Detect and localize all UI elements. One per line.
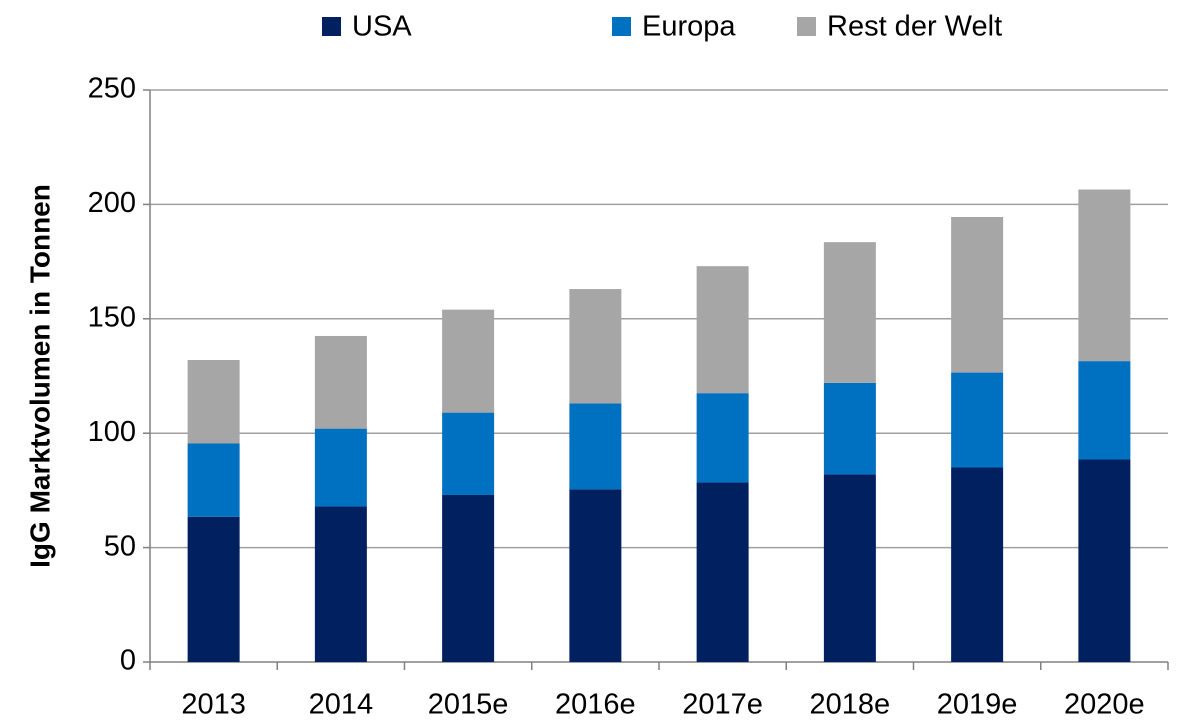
bar-segment — [1078, 459, 1131, 662]
x-tick-label: 2014 — [309, 689, 374, 721]
bar-segment — [314, 428, 367, 507]
x-tick-label: 2020e — [1064, 689, 1145, 721]
legend-label: USA — [352, 11, 412, 43]
y-tick-label: 50 — [104, 530, 136, 562]
bar-segment — [187, 443, 240, 517]
bar-segment — [314, 506, 367, 662]
bar-segment — [951, 372, 1004, 468]
y-tick-label: 150 — [88, 301, 136, 333]
legend-swatch — [322, 17, 341, 36]
bar-segment — [951, 467, 1004, 662]
y-tick-label: 0 — [120, 645, 136, 677]
bar-segment — [314, 335, 367, 429]
bar-segment — [696, 266, 749, 394]
legend-swatch — [612, 17, 631, 36]
bar-segment — [442, 412, 495, 495]
y-tick-label: 100 — [88, 416, 136, 448]
bar-segment — [823, 382, 876, 475]
bar-segment — [187, 359, 240, 444]
x-tick-label: 2018e — [810, 689, 891, 721]
bar-segment — [569, 289, 622, 404]
bar-segment — [1078, 189, 1131, 362]
x-tick-label: 2013 — [181, 689, 246, 721]
bar-segment — [1078, 361, 1131, 460]
bar-segment — [442, 494, 495, 662]
bar-segment — [187, 516, 240, 662]
bar-segment — [823, 242, 876, 383]
y-axis-label: IgG Marktvolumen in Tonnen — [24, 184, 55, 568]
legend-label: Rest der Welt — [827, 11, 1002, 43]
bar-segment — [951, 216, 1004, 373]
bar-segment — [823, 474, 876, 662]
y-tick-label: 250 — [88, 73, 136, 105]
bar-segment — [696, 482, 749, 662]
bar-segment — [442, 309, 495, 413]
bar-segment — [569, 403, 622, 490]
x-tick-label: 2015e — [428, 689, 509, 721]
x-tick-label: 2017e — [682, 689, 763, 721]
bar-segment — [696, 393, 749, 483]
bar-segment — [569, 489, 622, 662]
x-tick-label: 2019e — [937, 689, 1018, 721]
y-tick-label: 200 — [88, 187, 136, 219]
legend-label: Europa — [642, 11, 736, 43]
x-tick-label: 2016e — [555, 689, 636, 721]
legend-swatch — [797, 17, 816, 36]
